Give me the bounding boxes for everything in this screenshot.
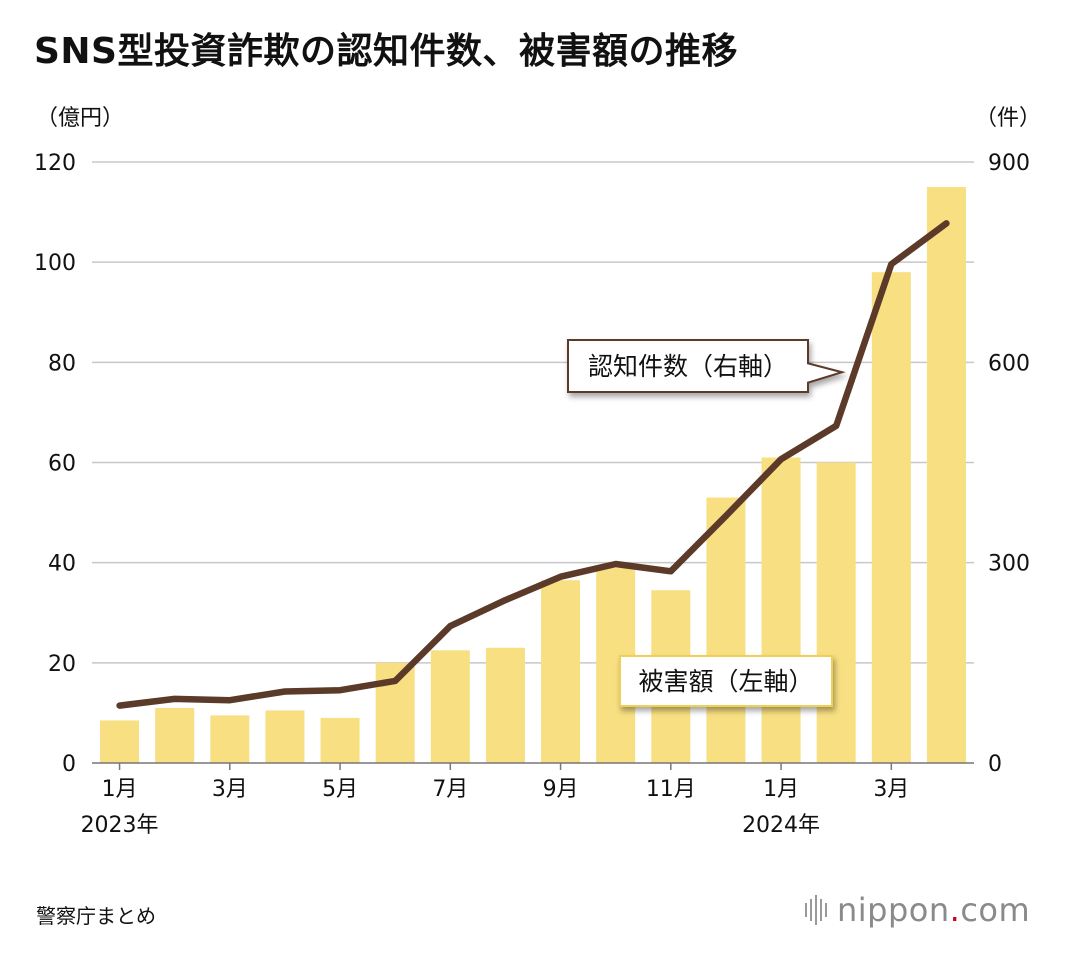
x-year-label: 2023年 [81, 813, 159, 838]
x-tick-label: 7月 [432, 777, 468, 802]
x-tick-label: 11月 [646, 777, 696, 802]
line-series-count [116, 220, 950, 709]
callout-line-label: 認知件数（右軸） [588, 352, 788, 381]
bar [541, 580, 581, 763]
left-tick-label: 20 [48, 652, 76, 677]
bar [265, 710, 305, 763]
callout-bar-box [619, 655, 833, 707]
source-note: 警察庁まとめ [36, 904, 156, 928]
bar [706, 497, 746, 763]
chart-title: SNS型投資詐欺の認知件数、被害額の推移 [34, 31, 738, 72]
x-tick-label: 1月 [763, 777, 799, 802]
x-tick-label: 9月 [543, 777, 579, 802]
left-axis-unit: （億円） [36, 106, 125, 131]
x-tick-label: 3月 [873, 777, 909, 802]
right-tick-label: 900 [988, 151, 1030, 176]
bar [430, 650, 470, 763]
x-year-label: 2024年 [742, 813, 820, 838]
bar [926, 187, 966, 763]
right-axis-unit: （件） [975, 106, 1042, 131]
left-tick-label: 80 [48, 351, 76, 376]
left-tick-label: 120 [34, 151, 76, 176]
bar [320, 717, 360, 763]
callout-bar-label: 被害額（左軸） [638, 667, 813, 696]
x-tick-label: 5月 [322, 777, 358, 802]
bar [871, 272, 911, 763]
right-tick-label: 0 [988, 752, 1002, 777]
chart-canvas: 0 20 40 60 80 100 120 0 300 600 900 1月 2023年 3月 5月 7月 9月… [34, 151, 1030, 838]
left-tick-label: 100 [34, 251, 76, 276]
bar [761, 457, 801, 763]
bar [816, 462, 856, 763]
right-tick-label: 600 [988, 351, 1030, 376]
left-tick-label: 60 [48, 452, 76, 477]
left-tick-label: 0 [62, 752, 76, 777]
logo-text: nippon.com [837, 891, 1031, 929]
x-tick-label: 3月 [212, 777, 248, 802]
callout-line-box [567, 339, 846, 393]
right-tick-label: 300 [988, 552, 1030, 577]
left-tick-label: 40 [48, 552, 76, 577]
bar [210, 715, 250, 763]
bar [155, 707, 195, 763]
nippon-logo: nippon.com [805, 890, 1030, 930]
x-tick-label: 1月 [102, 777, 138, 802]
bar [100, 720, 140, 763]
logo-bars-icon [805, 895, 827, 925]
bar [485, 647, 525, 763]
